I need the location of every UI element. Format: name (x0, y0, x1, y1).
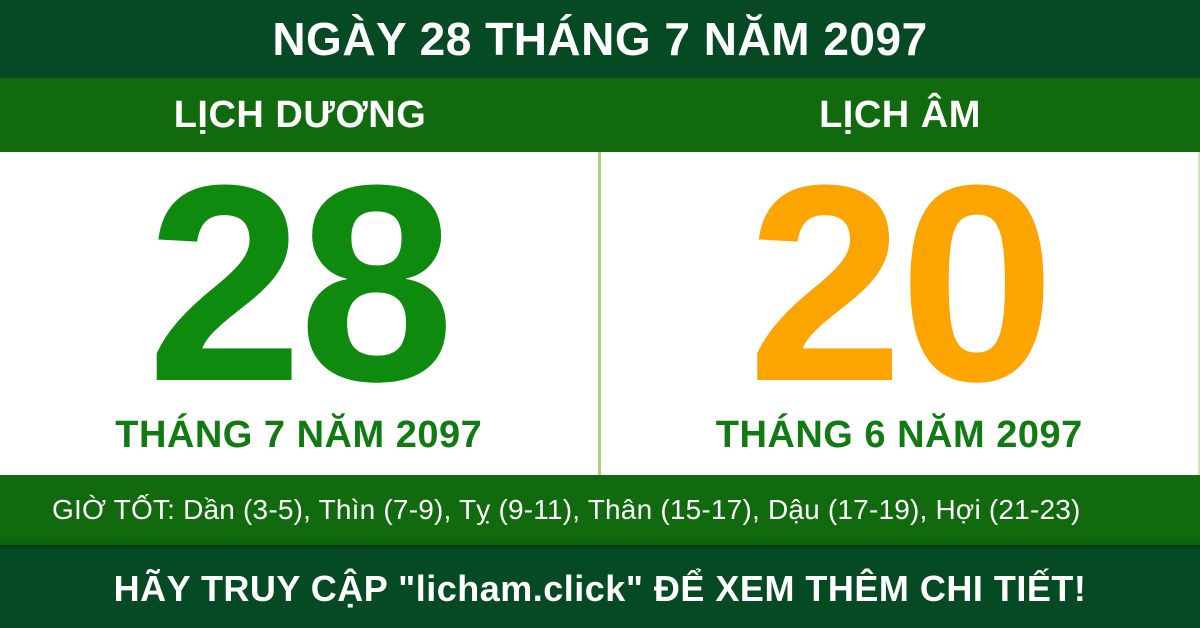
good-hours-bar: GIỜ TỐT: Dần (3-5), Thìn (7-9), Tỵ (9-11… (0, 475, 1200, 545)
date-banner-title: NGÀY 28 THÁNG 7 NĂM 2097 (272, 13, 928, 65)
lunar-panel: 20 THÁNG 6 NĂM 2097 (601, 128, 1199, 475)
solar-panel: 28 THÁNG 7 NĂM 2097 (0, 128, 601, 475)
footer-text: HÃY TRUY CẬP "licham.click" ĐỂ XEM THÊM … (113, 567, 1087, 609)
footer-banner: HÃY TRUY CẬP "licham.click" ĐỂ XEM THÊM … (0, 545, 1200, 628)
solar-day-number: 28 (147, 128, 454, 441)
solar-header: LỊCH DƯƠNG (0, 78, 600, 152)
date-banner: NGÀY 28 THÁNG 7 NĂM 2097 (0, 0, 1200, 78)
good-hours-text: GIỜ TỐT: Dần (3-5), Thìn (7-9), Tỵ (9-11… (52, 494, 1081, 525)
solar-month-year: THÁNG 7 NĂM 2097 (115, 413, 483, 456)
lunar-header: LỊCH ÂM (600, 78, 1200, 152)
lunar-header-label: LỊCH ÂM (819, 93, 981, 136)
calendar-body: 28 THÁNG 7 NĂM 2097 20 THÁNG 6 NĂM 2097 (0, 128, 1200, 475)
lunar-month-year: THÁNG 6 NĂM 2097 (715, 413, 1083, 456)
calendar-headers: LỊCH DƯƠNG LỊCH ÂM (0, 78, 1200, 152)
lunar-day-number: 20 (747, 128, 1055, 441)
solar-header-label: LỊCH DƯƠNG (173, 93, 427, 136)
